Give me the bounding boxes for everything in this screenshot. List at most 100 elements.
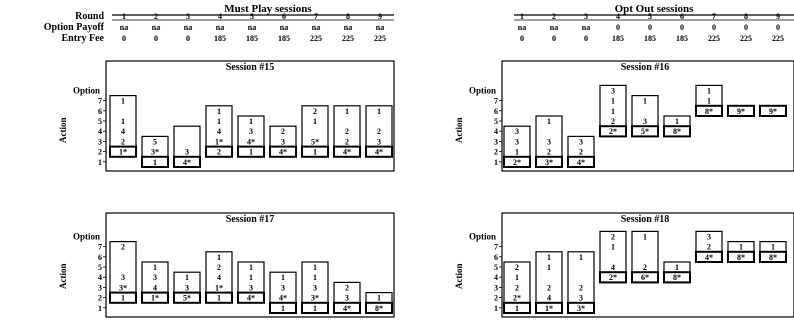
left-rounds-cell: 7 — [314, 12, 318, 21]
cell-count: 2 — [707, 243, 711, 252]
right-payoff-cell: 0 — [616, 23, 620, 32]
chosen-cell-box — [503, 155, 531, 169]
cell-count: 1 — [515, 304, 519, 313]
chosen-cell-box — [109, 145, 137, 158]
chosen-cell-box — [567, 301, 595, 314]
left-payoff-cell: na — [344, 23, 352, 32]
left-rounds-cell: 1 — [122, 12, 126, 21]
round-column: 2 1 42* — [599, 230, 627, 284]
chosen-cell-box — [173, 155, 201, 169]
cell-count: 4* — [183, 158, 191, 167]
cell-count: 3 — [579, 294, 583, 303]
cell-count: 3 — [515, 127, 519, 136]
chosen-cell-box — [663, 125, 691, 138]
cell-count: 2 — [345, 127, 349, 136]
cell-count: 2* — [513, 158, 521, 167]
round-column: 135* — [173, 271, 201, 304]
option-axis-label: Option — [73, 231, 100, 241]
y-tick-label: 6 — [98, 107, 102, 116]
column-bar — [205, 251, 233, 304]
cell-count: 4* — [247, 294, 255, 303]
chosen-cell-box — [301, 301, 329, 314]
left-payoff-cell: na — [216, 23, 224, 32]
cell-count: 1 — [121, 97, 125, 106]
cell-count: 1 — [707, 97, 711, 106]
cell-count: 1 — [377, 107, 381, 116]
left-payoff-cell: na — [152, 23, 160, 32]
y-tick-label: 3 — [494, 137, 498, 146]
chosen-cell-box — [237, 291, 265, 304]
cell-count: 1 — [771, 243, 775, 252]
header-right: Opt Out sessions 1 2 3 4 5 6 7 8 9 na na na 0 0 0 0 0 0 0 0… — [514, 3, 794, 43]
right-fee-cell: 185 — [644, 34, 656, 43]
cell-count: 3 — [515, 137, 519, 146]
column-bar — [567, 135, 595, 168]
cell-count: 1 — [313, 117, 317, 126]
cell-count: 1 — [249, 148, 253, 157]
y-tick-label: 3 — [494, 283, 498, 292]
round-column: 1 23 4* — [365, 105, 393, 158]
cell-count: 2 — [217, 263, 221, 272]
cell-count: 3* — [311, 294, 319, 303]
option-payoff-row-label: Option Payoff — [44, 22, 105, 33]
cell-count: 2 — [515, 263, 519, 272]
left-fee-cell: 185 — [278, 34, 290, 43]
cell-count: 4* — [279, 148, 287, 157]
cell-count: 1 — [217, 107, 221, 116]
left-fee-cell: 225 — [310, 34, 322, 43]
entry-fee-row-label: Entry Fee — [62, 33, 105, 44]
cell-count: 1 — [121, 294, 125, 303]
cell-count: 3* — [545, 158, 553, 167]
round-row-label: Round — [75, 11, 104, 22]
cell-count: 2 — [611, 117, 615, 126]
option-axis-label: Option — [469, 85, 496, 95]
y-tick-label: 7 — [98, 97, 102, 106]
cell-count: 1 — [153, 158, 157, 167]
round-column: 1 2 33* — [567, 251, 595, 314]
action-axis-label: Action — [58, 117, 68, 143]
right-fee-cell: 225 — [740, 34, 752, 43]
round-column: 134*1 — [269, 271, 297, 314]
y-tick-label: 5 — [494, 117, 498, 126]
cell-count: 1 — [611, 97, 615, 106]
cell-count: 3 — [547, 137, 551, 146]
left-payoff-cell: na — [312, 23, 320, 32]
opt-out-title: Opt Out sessions — [615, 3, 695, 15]
chosen-cell-box — [109, 291, 137, 304]
action-axis-label: Action — [58, 263, 68, 289]
left-rounds-cell: 8 — [346, 12, 350, 21]
action-axis-label: Action — [454, 117, 464, 143]
round-column: 11 2 41* — [535, 251, 563, 314]
cell-count: 5* — [311, 137, 319, 146]
cell-count: 1 — [313, 273, 317, 282]
cell-count: 1 — [153, 263, 157, 272]
left-fee-cell: 0 — [186, 34, 190, 43]
right-fee-cell: 0 — [520, 34, 524, 43]
round-column: 33 12* — [503, 125, 531, 169]
right-rounds-cell: 2 — [552, 12, 556, 21]
column-bar — [333, 281, 361, 314]
cell-count: 1* — [119, 148, 127, 157]
cell-count: 1 — [185, 273, 189, 282]
y-tick-label: 1 — [494, 304, 498, 313]
left-fee-cell: 185 — [214, 34, 226, 43]
right-payoff-cell: 0 — [712, 23, 716, 32]
left-rounds-cell: 5 — [250, 12, 254, 21]
round-column: 18* — [759, 241, 787, 264]
cell-count: 1 — [281, 304, 285, 313]
chosen-cell-box — [333, 145, 361, 158]
cell-count: 2 — [217, 148, 221, 157]
right-rounds-cell: 8 — [744, 12, 748, 21]
column-bar — [631, 94, 659, 137]
cell-count: 3 — [377, 137, 381, 146]
round-column: 135* — [631, 94, 659, 138]
left-fee-cell: 0 — [122, 34, 126, 43]
right-fee-cell: 0 — [584, 34, 588, 43]
right-payoff-cell: na — [550, 23, 558, 32]
cell-count: 3 — [611, 86, 615, 95]
panel-frame — [501, 212, 794, 318]
column-bar — [535, 115, 563, 168]
cell-count: 2 — [121, 137, 125, 146]
y-tick-label: 3 — [98, 137, 102, 146]
